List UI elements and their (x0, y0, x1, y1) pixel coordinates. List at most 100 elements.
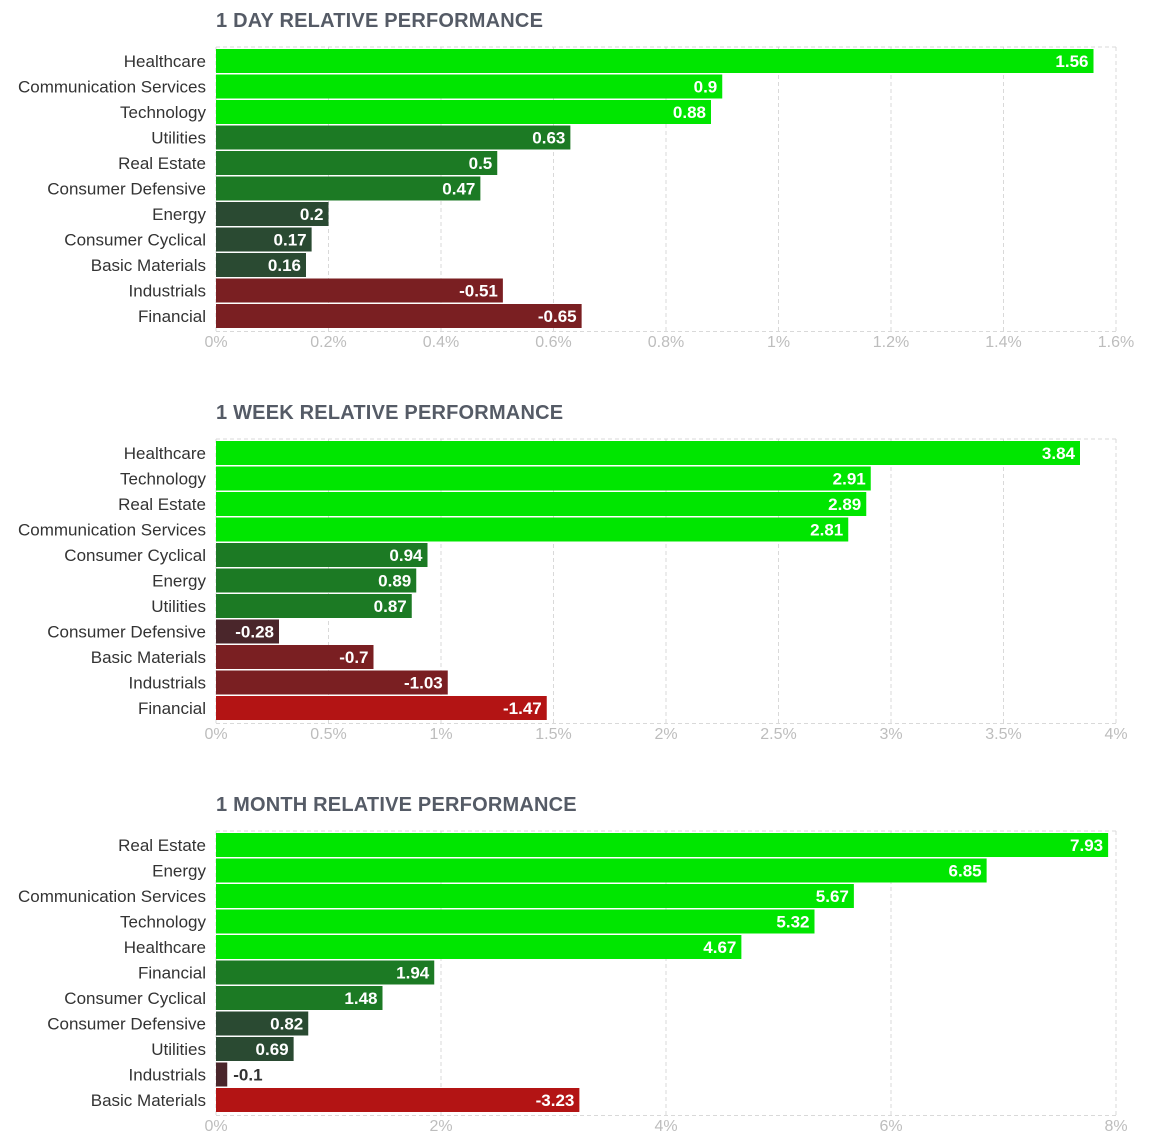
bar[interactable] (216, 645, 374, 669)
bar[interactable] (216, 619, 279, 644)
category-label: Healthcare (124, 938, 206, 957)
bar[interactable] (216, 1062, 228, 1087)
category-label: Energy (152, 205, 206, 224)
x-tick-label: 1.6% (1098, 334, 1134, 351)
category-label: Basic Materials (91, 256, 206, 275)
data-label: 7.93 (1070, 836, 1103, 855)
bar[interactable] (216, 492, 867, 516)
x-tick-label: 2.5% (760, 726, 796, 743)
category-label: Consumer Defensive (47, 623, 206, 642)
bar[interactable] (216, 278, 503, 303)
bar[interactable] (216, 100, 711, 124)
data-label: 0.87 (374, 597, 407, 616)
x-tick-label: 4% (1104, 726, 1127, 743)
bar[interactable] (216, 909, 815, 934)
data-label: 1.48 (344, 989, 377, 1008)
bar[interactable] (216, 884, 854, 908)
bar[interactable] (216, 568, 417, 593)
data-label: 4.67 (703, 938, 736, 957)
category-label: Consumer Defensive (47, 1015, 206, 1034)
category-label: Real Estate (118, 836, 206, 855)
data-label: 0.94 (389, 546, 423, 565)
data-label: -1.03 (404, 674, 443, 693)
data-label: 0.89 (378, 572, 411, 591)
x-tick-label: 6% (879, 1118, 902, 1135)
data-label: -1.47 (503, 699, 542, 718)
category-label: Real Estate (118, 154, 206, 173)
data-label: 2.81 (810, 521, 843, 540)
data-label: 0.47 (442, 180, 475, 199)
bar[interactable] (216, 935, 742, 959)
x-tick-label: 3.5% (985, 726, 1021, 743)
x-tick-label: 8% (1104, 1118, 1127, 1135)
bar[interactable] (216, 1037, 294, 1061)
bar[interactable] (216, 202, 329, 226)
x-tick-label: 1% (429, 726, 452, 743)
bar[interactable] (216, 986, 383, 1010)
bar[interactable] (216, 960, 435, 985)
data-label: -0.65 (538, 307, 577, 326)
data-label: -3.23 (536, 1091, 575, 1110)
category-label: Consumer Cyclical (64, 989, 206, 1008)
data-label: -0.1 (233, 1066, 262, 1085)
category-label: Financial (138, 964, 206, 983)
x-tick-label: 1.4% (985, 334, 1021, 351)
bar[interactable] (216, 125, 571, 150)
category-label: Utilities (151, 597, 206, 616)
x-tick-label: 1% (767, 334, 790, 351)
category-label: Industrials (129, 282, 206, 301)
data-label: -0.51 (459, 282, 498, 301)
bar[interactable] (216, 858, 987, 883)
bar[interactable] (216, 543, 428, 567)
bar[interactable] (216, 594, 412, 618)
bar[interactable] (216, 1011, 309, 1036)
data-label: 0.69 (256, 1040, 289, 1059)
data-label: 5.67 (816, 887, 849, 906)
bar[interactable] (216, 253, 306, 277)
bar-chart-1day: 0% 0.2% 0.4% 0.6% 0.8% 1% 1.2% 1.4% 1.6% Healthca… (18, 46, 1134, 351)
bar[interactable] (216, 176, 481, 201)
x-tick-label: 0% (204, 334, 227, 351)
bar[interactable] (216, 517, 849, 542)
x-tick-label: 0.5% (310, 726, 346, 743)
category-label: Energy (152, 862, 206, 881)
bar[interactable] (216, 304, 582, 328)
data-label: 0.9 (694, 78, 718, 97)
data-label: 1.94 (396, 964, 430, 983)
data-label: 0.88 (673, 103, 706, 122)
bar[interactable] (216, 227, 312, 252)
category-label: Technology (120, 913, 207, 932)
bar[interactable] (216, 670, 448, 695)
x-tick-label: 0% (204, 726, 227, 743)
category-label: Consumer Defensive (47, 180, 206, 199)
bar[interactable] (216, 1088, 580, 1112)
bar[interactable] (216, 441, 1080, 465)
data-label: 0.16 (268, 256, 301, 275)
data-label: 2.91 (833, 470, 866, 489)
chart-title: 1 MONTH RELATIVE PERFORMANCE (216, 794, 577, 816)
data-label: -0.28 (235, 623, 274, 642)
category-label: Communication Services (18, 78, 206, 97)
x-tick-label: 1.5% (535, 726, 571, 743)
category-label: Real Estate (118, 495, 206, 514)
bar[interactable] (216, 151, 498, 175)
x-tick-label: 2% (429, 1118, 452, 1135)
category-label: Utilities (151, 1040, 206, 1059)
x-tick-label: 0.2% (310, 334, 346, 351)
bar[interactable] (216, 74, 723, 99)
category-label: Basic Materials (91, 1091, 206, 1110)
bar[interactable] (216, 833, 1109, 857)
data-label: 2.89 (828, 495, 861, 514)
data-label: 5.32 (776, 913, 809, 932)
category-label: Basic Materials (91, 648, 206, 667)
bar[interactable] (216, 696, 547, 720)
chart-title: 1 WEEK RELATIVE PERFORMANCE (216, 402, 564, 424)
category-label: Industrials (129, 674, 206, 693)
bar[interactable] (216, 49, 1094, 73)
data-label: 3.84 (1042, 444, 1076, 463)
data-label: 0.2 (300, 205, 324, 224)
data-label: -0.7 (339, 648, 368, 667)
chart-title: 1 DAY RELATIVE PERFORMANCE (216, 10, 544, 32)
x-tick-label: 0.6% (535, 334, 571, 351)
bar[interactable] (216, 466, 871, 491)
